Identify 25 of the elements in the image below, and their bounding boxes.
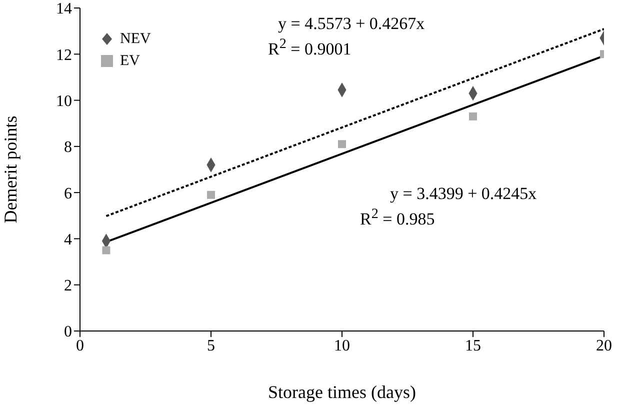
y-tick-label: 12 [56,46,72,64]
legend-label: EV [120,52,140,70]
annotation: R$^{2}$ = 0.985 [360,206,435,230]
x-tick-label: 10 [334,337,350,354]
y-tick-label: 0 [64,324,72,341]
point [207,190,215,199]
y-tick-label: 6 [64,185,72,202]
point [469,112,477,120]
y-tick-label: 10 [56,92,72,110]
y-tick-label: 2 [64,278,72,295]
x-axis-title: Storage times (days) [268,382,416,402]
annotation: R$^{2}$ = 0.9001 [268,36,352,60]
point [338,140,346,148]
y-tick-label: 8 [64,139,72,156]
x-tick-label: 0 [76,337,84,354]
y-tick-label: 4 [64,231,72,248]
annotation: y = 3.4399 + 0.4245x [390,184,537,204]
x-tick-label: 5 [207,337,215,354]
point [102,246,110,254]
x-tick-label: 20 [596,337,612,354]
y-axis-title: Demerit points [0,116,20,224]
y-tick-label: 14 [56,0,72,18]
legend-label: NEV [120,30,151,48]
annotation: y = 4.5573 + 0.4267x [278,14,425,34]
x-tick-label: 15 [465,337,481,354]
